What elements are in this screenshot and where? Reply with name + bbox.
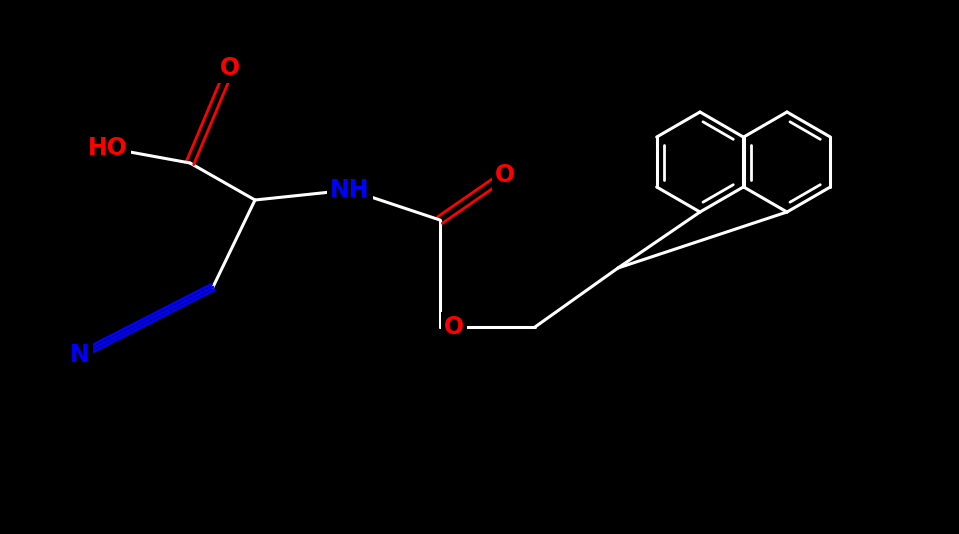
Text: HO: HO [88,136,128,160]
Text: O: O [495,163,515,187]
Text: O: O [444,315,464,339]
Text: O: O [220,56,240,80]
Text: N: N [70,343,90,367]
Text: NH: NH [330,178,370,202]
